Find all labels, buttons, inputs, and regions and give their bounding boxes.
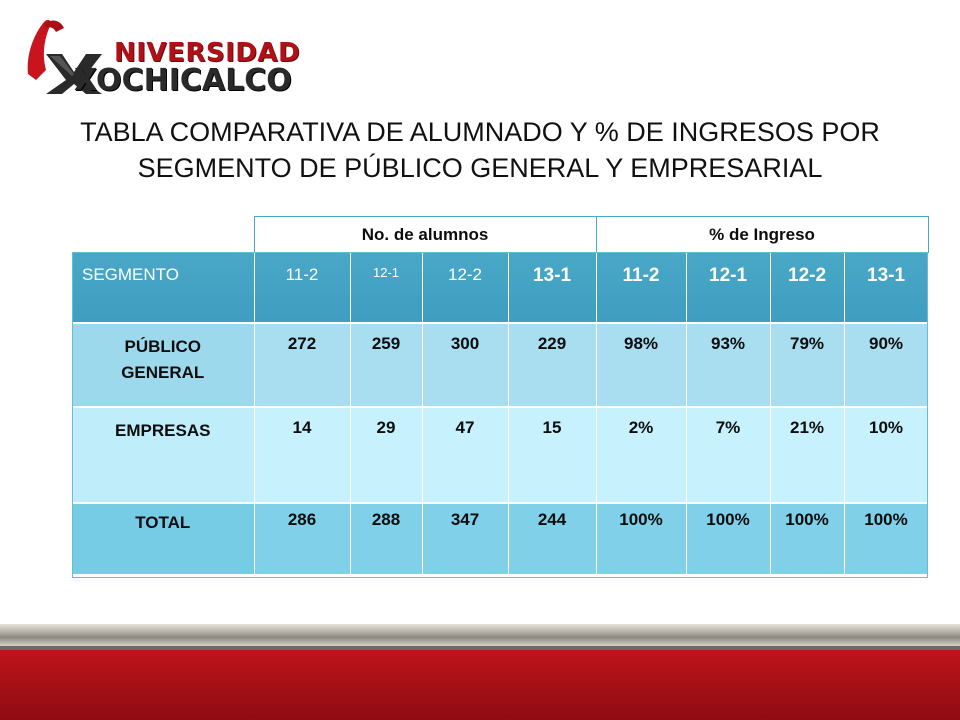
table-cell: 347 — [422, 503, 509, 576]
table-cell: 288 — [350, 503, 423, 576]
table-cell: 90% — [844, 323, 929, 408]
col-header-students-12-1: 12-1 — [350, 253, 423, 324]
col-header-income-13-1: 13-1 — [844, 253, 929, 324]
group-header-empty — [72, 216, 254, 253]
table-cell: 7% — [686, 407, 771, 504]
row-segment-label: EMPRESAS — [72, 407, 255, 504]
table-cell: 286 — [254, 503, 351, 576]
table-row: PÚBLICO GENERAL 272 259 300 229 98% 93% … — [72, 323, 929, 408]
logo-text-line1: NIVERSIDAD — [114, 38, 301, 68]
table-cell: 2% — [596, 407, 687, 504]
logo-emblem-icon — [27, 19, 102, 94]
col-header-students-12-2: 12-2 — [422, 253, 509, 324]
footer-divider — [0, 646, 960, 650]
table-cell: 244 — [508, 503, 597, 576]
col-header-segment: SEGMENTO — [72, 253, 255, 324]
col-header-income-12-2: 12-2 — [770, 253, 845, 324]
table-cell: 47 — [422, 407, 509, 504]
table-cell: 98% — [596, 323, 687, 408]
table-cell: 272 — [254, 323, 351, 408]
column-header-row: SEGMENTO 11-2 12-1 12-2 13-1 11-2 12-1 1… — [72, 253, 929, 324]
table-cell: 15 — [508, 407, 597, 504]
table-cell: 100% — [844, 503, 929, 576]
title-line-1: TABLA COMPARATIVA DE ALUMNADO Y % DE ING… — [80, 117, 880, 147]
footer-red-bar — [0, 650, 960, 720]
row-segment-label: TOTAL — [72, 503, 255, 576]
col-header-students-11-2: 11-2 — [254, 253, 351, 324]
table-row: EMPRESAS 14 29 47 15 2% 7% 21% 10% — [72, 407, 929, 504]
footer-gray-bar — [0, 624, 960, 646]
table-cell: 300 — [422, 323, 509, 408]
group-header-students: No. de alumnos — [253, 216, 597, 253]
title-line-2: SEGMENTO DE PÚBLICO GENERAL Y EMPRESARIA… — [137, 153, 823, 183]
group-header-income: % de Ingreso — [595, 216, 929, 253]
group-header-row: No. de alumnos % de Ingreso — [72, 216, 929, 253]
table-row: TOTAL 286 288 347 244 100% 100% 100% 100… — [72, 503, 929, 576]
university-logo: NIVERSIDAD XOCHICALCO — [22, 14, 300, 96]
page-title: TABLA COMPARATIVA DE ALUMNADO Y % DE ING… — [60, 114, 900, 186]
col-header-students-13-1: 13-1 — [508, 253, 597, 324]
table-cell: 93% — [686, 323, 771, 408]
table-cell: 100% — [686, 503, 771, 576]
table-cell: 100% — [770, 503, 845, 576]
row-segment-label: PÚBLICO GENERAL — [72, 323, 255, 408]
col-header-income-11-2: 11-2 — [596, 253, 687, 324]
table-cell: 259 — [350, 323, 423, 408]
table-cell: 10% — [844, 407, 929, 504]
col-header-income-12-1: 12-1 — [686, 253, 771, 324]
logo-text-line2: XOCHICALCO — [74, 63, 292, 98]
table-cell: 14 — [254, 407, 351, 504]
comparison-table: No. de alumnos % de Ingreso SEGMENTO 11-… — [72, 216, 929, 576]
table-cell: 229 — [508, 323, 597, 408]
table-cell: 21% — [770, 407, 845, 504]
table-cell: 29 — [350, 407, 423, 504]
table-cell: 79% — [770, 323, 845, 408]
table-cell: 100% — [596, 503, 687, 576]
